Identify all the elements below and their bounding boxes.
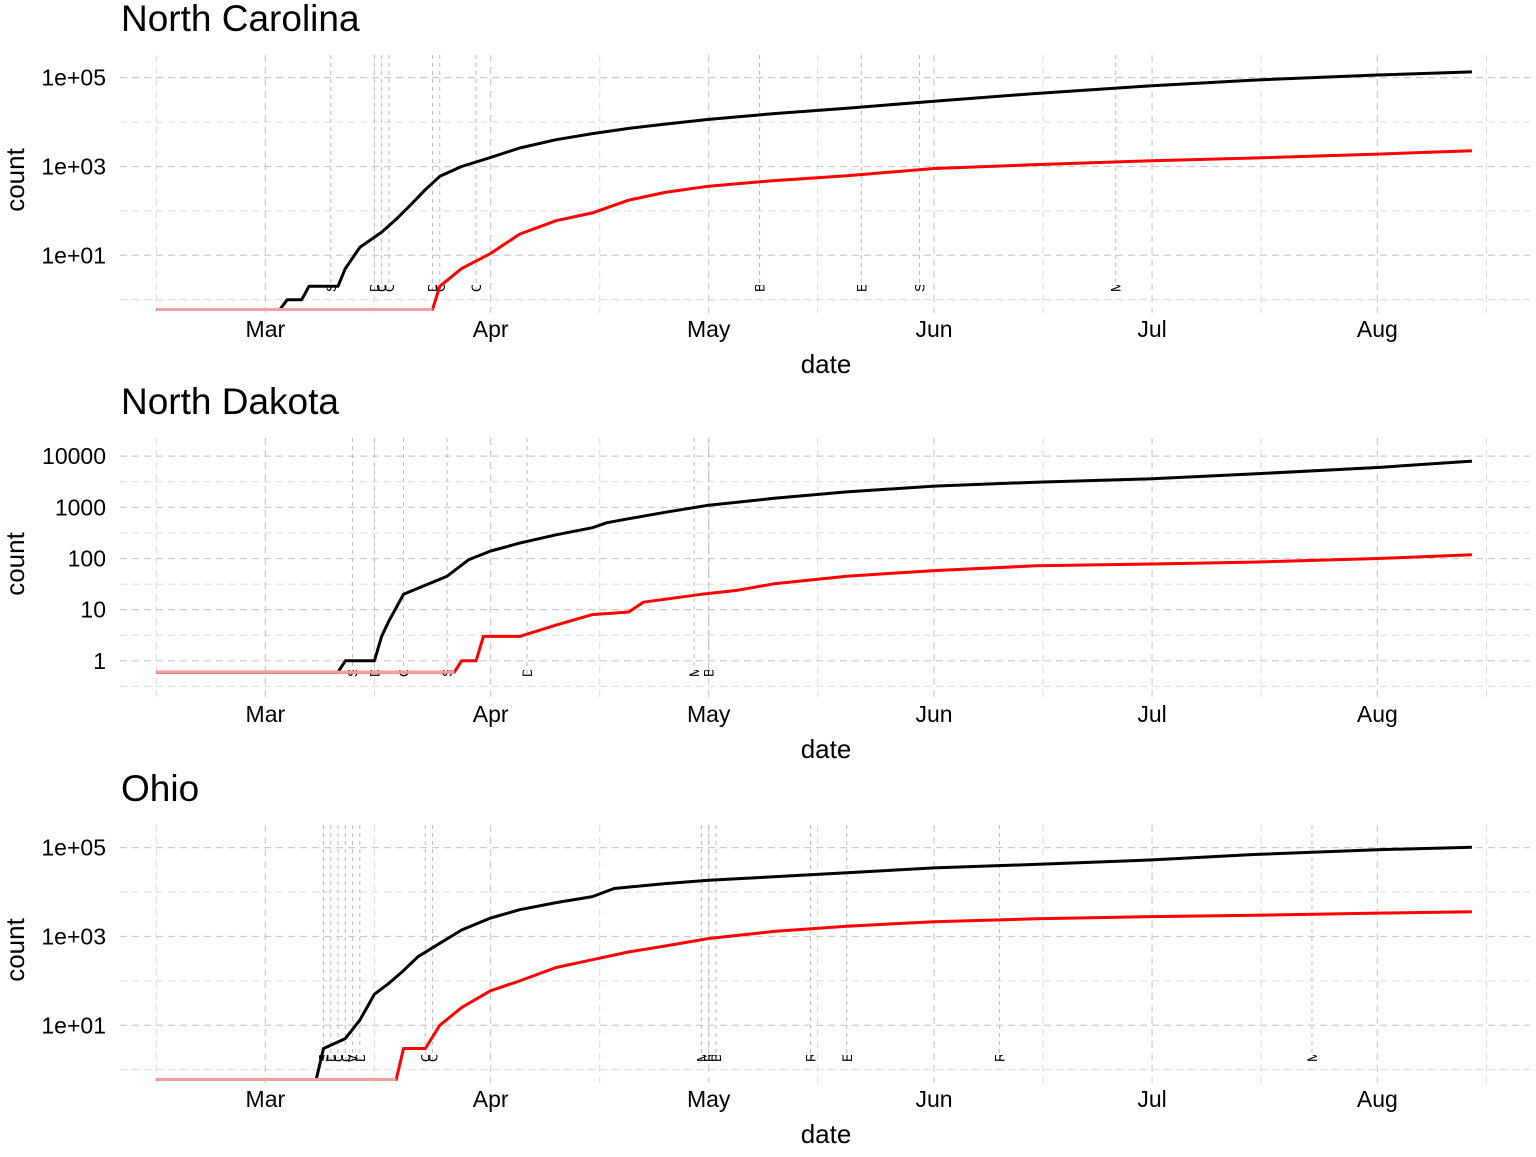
annotation-label: Began to reopen businesses statewide (753, 60, 768, 292)
chart-title: Ohio (121, 768, 199, 809)
annotation-label: Mandate face mask use by all individuals (1305, 816, 1320, 1062)
x-tick-label: Apr (473, 701, 509, 727)
annotation-label: Order freezing utility shut offs (382, 116, 397, 292)
annotation-label: Mandate face mask use by employees (687, 446, 702, 677)
y-tick-label: 1e+01 (41, 1012, 106, 1038)
x-tick-label: Apr (473, 1086, 509, 1112)
annotation-label: Closed restaurants except take out (338, 853, 353, 1062)
y-tick-label: 10000 (42, 443, 106, 469)
x-tick-label: Jun (915, 701, 952, 727)
x-tick-label: May (687, 701, 731, 727)
annotation-label: Date banned visitors to nursing homes (520, 446, 535, 677)
x-tick-label: Aug (1357, 701, 1398, 727)
x-tick-label: Apr (473, 316, 509, 342)
annotation-label: Mandate face mask use by employees (694, 831, 709, 1062)
chart-title: North Carolina (121, 0, 360, 39)
annotation-label: Date closed K 12 schools, Closed gyms (353, 824, 368, 1062)
x-tick-label: Jul (1137, 701, 1166, 727)
x-tick-label: Jun (915, 1086, 952, 1112)
x-tick-label: Mar (246, 1086, 286, 1112)
series-line-red (156, 149, 1472, 311)
series-line-black (156, 70, 1472, 311)
y-axis-label: count (0, 531, 30, 595)
x-tick-label: Jun (915, 316, 952, 342)
annotation-label: Order freezing utility shut offs (331, 886, 346, 1062)
annotation-label: Closed non essential businesses, Stay at… (469, 8, 484, 292)
y-tick-label: 100 (68, 545, 106, 571)
y-tick-label: 1000 (55, 494, 106, 520)
y-tick-label: 1e+05 (41, 835, 106, 861)
series-line-red (156, 553, 1472, 674)
x-axis-label: date (801, 734, 852, 764)
x-tick-label: May (687, 316, 731, 342)
y-tick-label: 1e+05 (41, 65, 106, 91)
annotation-label: End relax stay at home shelter in place (854, 59, 869, 292)
annotation-label: Date banned visitors to nursing homes (426, 61, 441, 292)
y-axis-label: count (0, 147, 30, 211)
x-tick-label: Jul (1137, 316, 1166, 342)
x-tick-label: Mar (246, 316, 286, 342)
series-line-red (156, 910, 1472, 1081)
y-tick-label: 1e+03 (41, 153, 106, 179)
annotation-label: Began to reopen businesses statewide (709, 830, 724, 1062)
y-axis-label: count (0, 917, 30, 981)
annotation-label: Closed day cares (426, 957, 441, 1062)
annotation-label: Reopen restaurants (803, 943, 818, 1062)
y-tick-label: 1 (93, 648, 106, 674)
annotation-label: Date closed K 12 schools (367, 139, 382, 292)
series-line-black (156, 459, 1473, 674)
annotation-label: Closed non essential businesses, Stay at… (418, 778, 433, 1062)
y-tick-label: 10 (80, 597, 106, 623)
x-tick-label: Jul (1137, 1086, 1166, 1112)
x-axis-label: date (801, 349, 852, 379)
series-line-black (156, 845, 1472, 1081)
x-tick-label: May (687, 1086, 731, 1112)
annotation-label: Reopened movie theaters (992, 907, 1007, 1062)
x-axis-label: date (801, 1119, 852, 1149)
annotation-label: Resumed elective medical procedures (702, 833, 717, 1062)
chart-title: North Dakota (121, 381, 339, 422)
x-tick-label: Aug (1357, 316, 1398, 342)
annotation-label: Stop Initiation of Evictions overall or … (912, 0, 927, 292)
x-tick-label: Mar (246, 701, 286, 727)
annotation-label: End relax stay at home shelter in place (840, 829, 855, 1062)
y-tick-label: 1e+03 (41, 923, 106, 949)
annotation-label: State of emergency (324, 175, 339, 292)
y-tick-label: 1e+01 (41, 242, 106, 268)
annotation-label: Waived one week waiting period for UI (346, 832, 361, 1062)
annotation-label: Date banned visitors to nursing homes (324, 831, 339, 1062)
annotation-label: Mandate face mask use by all individuals (1109, 46, 1124, 292)
annotation-label: Began to reopen businesses statewide (702, 445, 717, 677)
annotation-label: Closed restaurants except take out, Waiv… (375, 16, 390, 292)
x-tick-label: Aug (1357, 1086, 1398, 1112)
annotation-label: State of emergency (317, 945, 332, 1062)
